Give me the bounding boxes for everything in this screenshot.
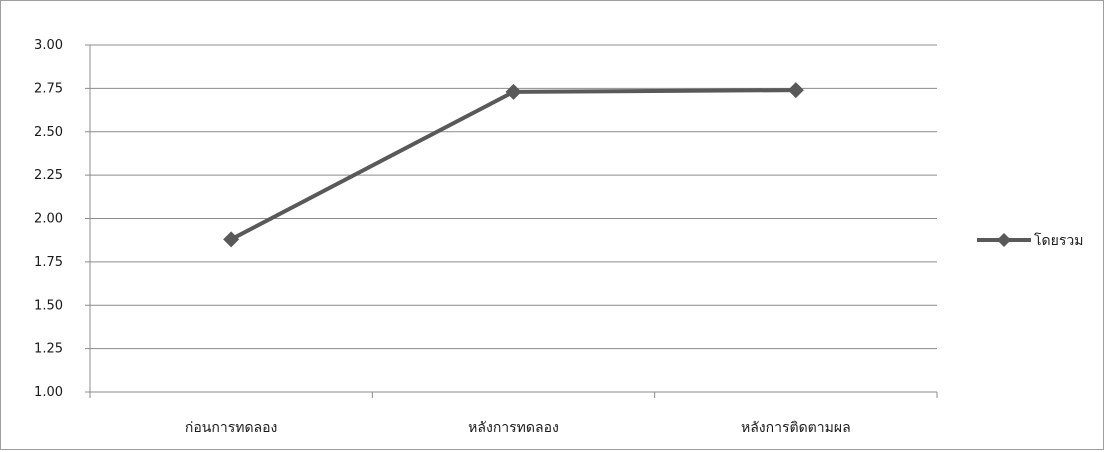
y-tick-label: 2.50 <box>34 125 63 140</box>
axis-layer: 1.00 1.25 1.50 1.75 2.00 2.25 2.50 2.75 3.00 ก่อน… <box>34 38 938 436</box>
y-tick-label: 2.00 <box>34 212 63 227</box>
y-tick-label: 2.75 <box>34 81 63 96</box>
y-tick-label: 3.00 <box>34 38 63 53</box>
x-tick-label: หลังการติดตามผล <box>741 420 851 436</box>
data-point-marker <box>223 231 240 248</box>
grid-layer <box>90 44 937 393</box>
x-tick-label: หลังการทดลอง <box>468 420 559 436</box>
y-tick-label: 1.25 <box>34 342 63 357</box>
legend: โดยรวม <box>977 232 1083 249</box>
series-line <box>229 88 798 242</box>
y-tick-label: 1.75 <box>34 255 63 270</box>
data-point-marker <box>787 82 804 99</box>
x-tick-label: ก่อนการทดลอง <box>185 420 277 436</box>
series-layer <box>223 82 804 248</box>
y-tick-label: 2.25 <box>34 168 63 183</box>
legend-label: โดยรวม <box>1034 232 1083 249</box>
y-tick-label: 1.00 <box>34 385 63 400</box>
data-point-marker <box>505 83 522 100</box>
y-tick-label: 1.50 <box>34 298 63 313</box>
legend-marker <box>997 233 1011 247</box>
